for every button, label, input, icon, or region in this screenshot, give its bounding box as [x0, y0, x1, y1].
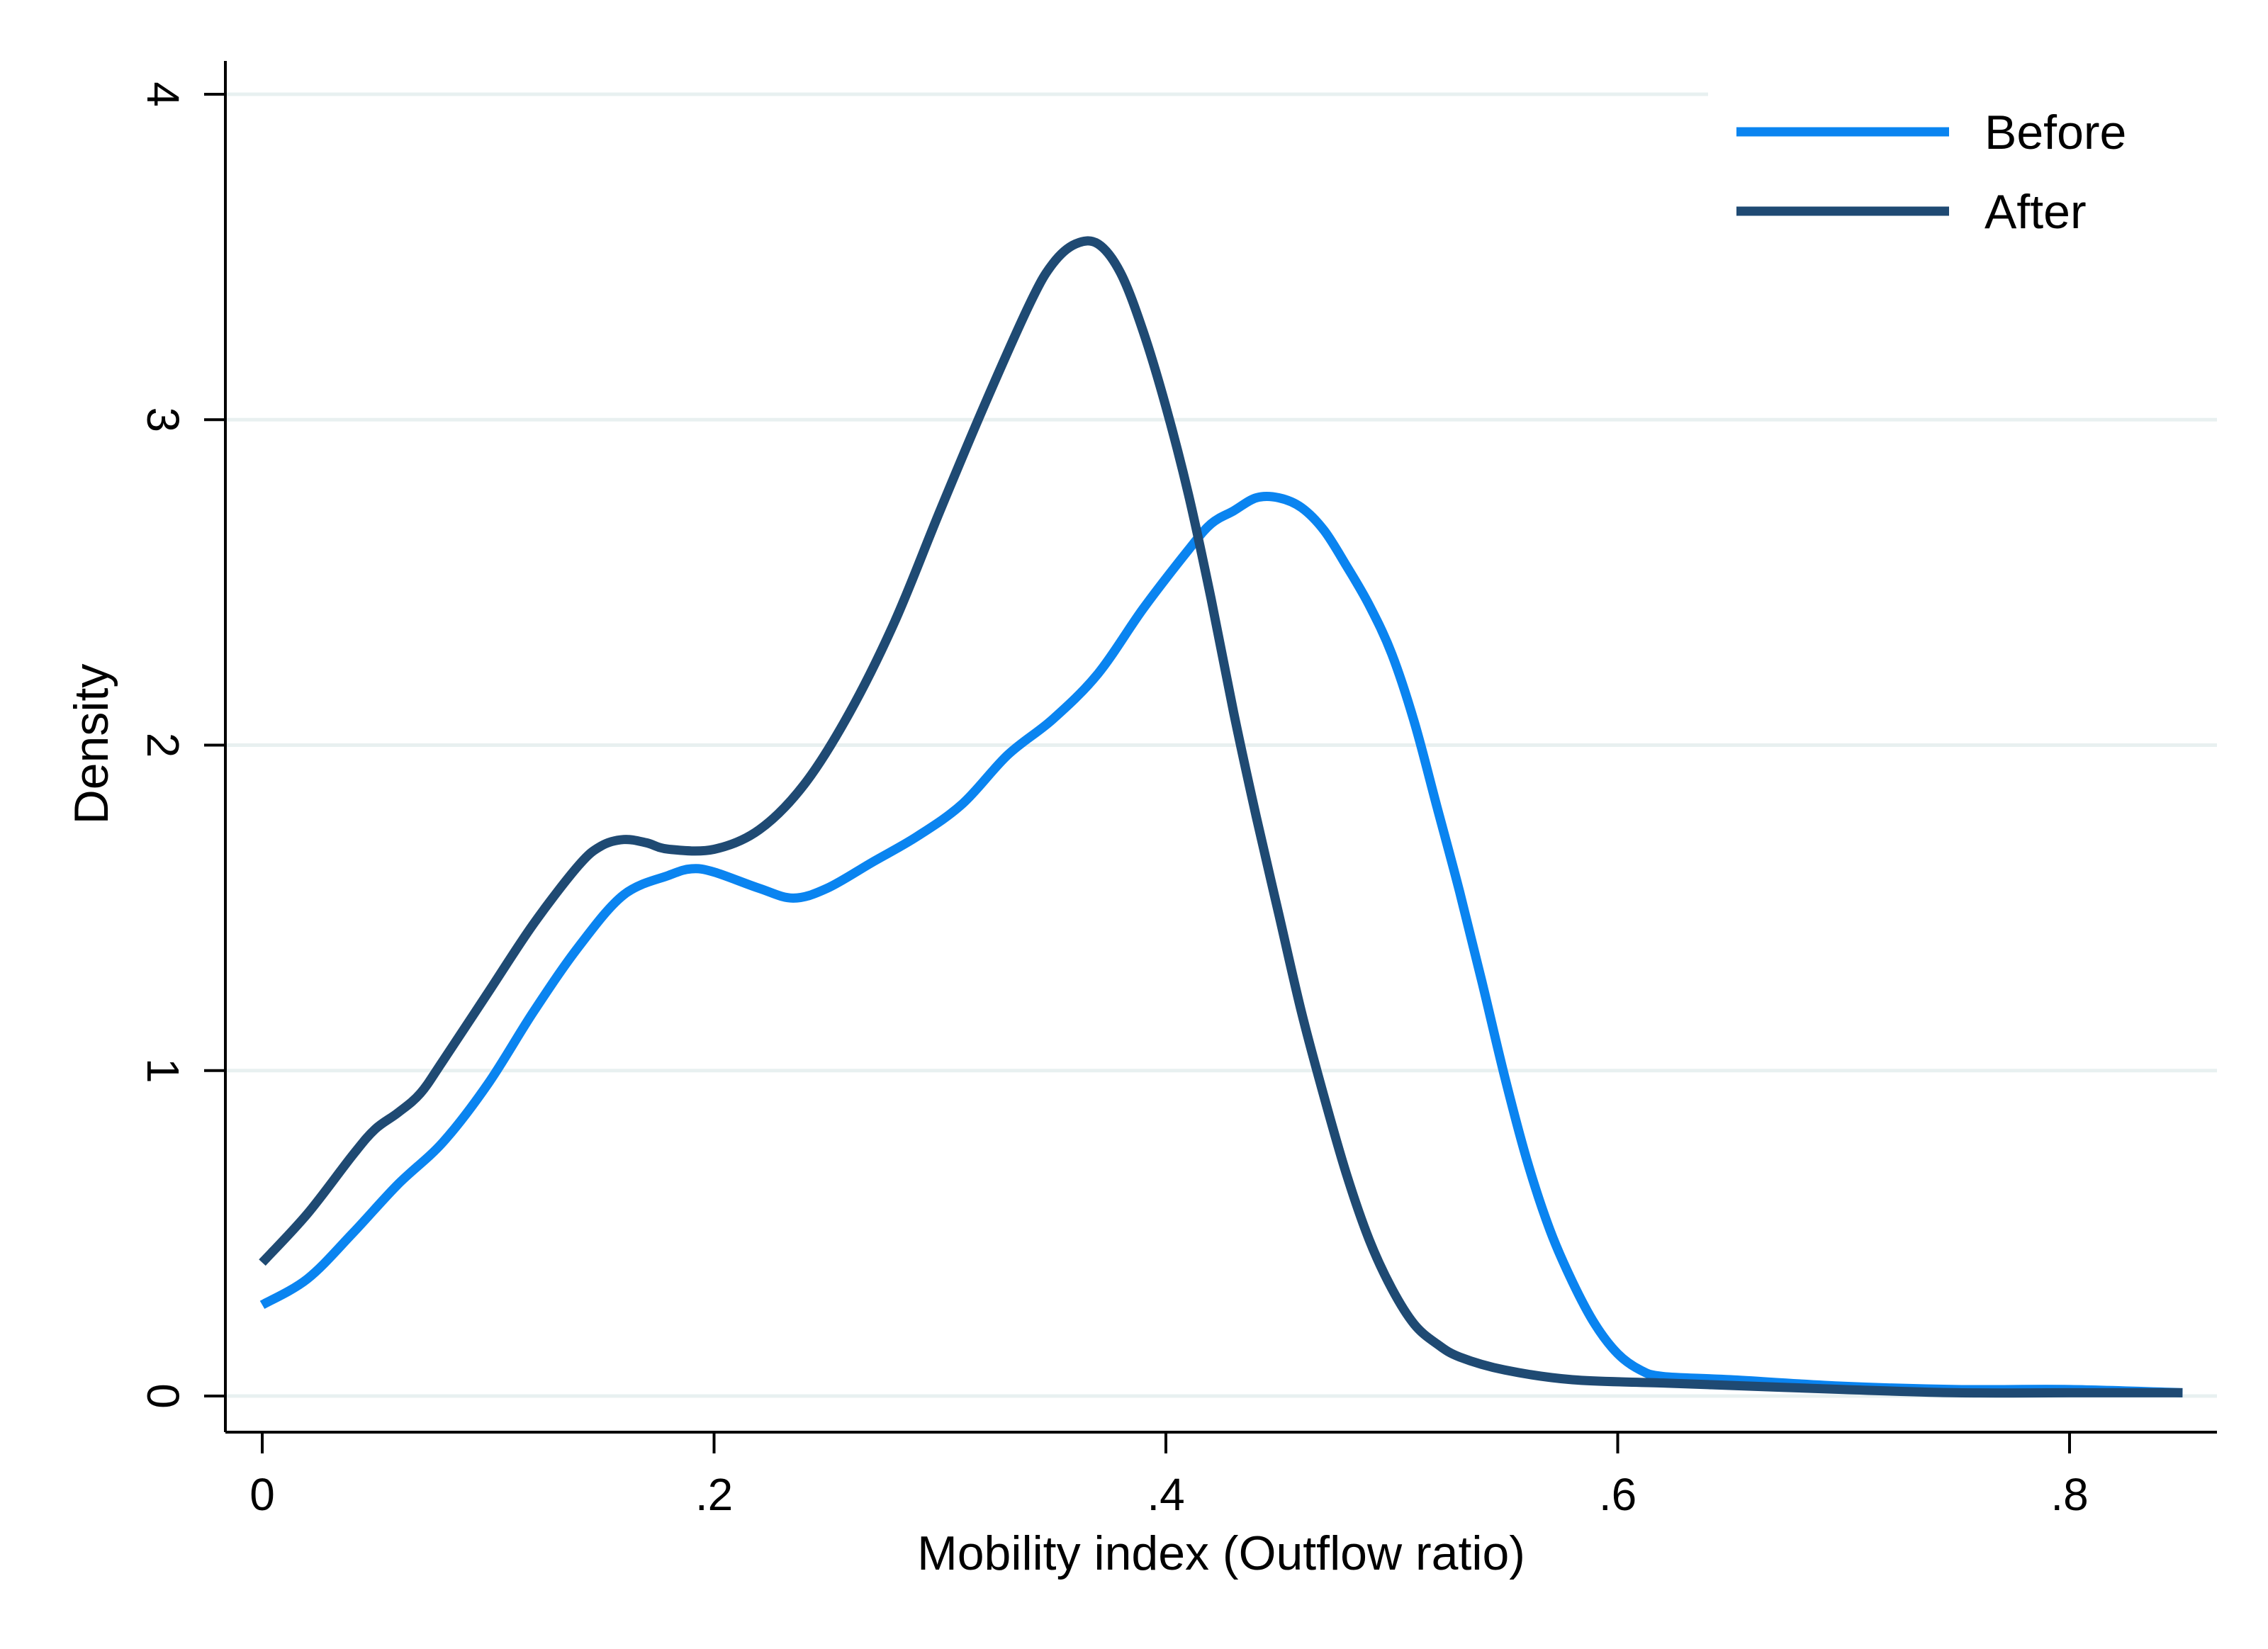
x-axis-title: Mobility index (Outflow ratio): [917, 1526, 1525, 1580]
x-tick-label-2: .4: [1147, 1469, 1184, 1520]
series-layer: [259, 236, 2183, 1398]
legend-label-after: After: [1984, 185, 2087, 239]
legend-box: [1708, 92, 2218, 255]
y-axis-title: Density: [64, 664, 118, 825]
y-tick-label-4: 4: [137, 81, 189, 107]
x-tick-label-3: .6: [1599, 1469, 1637, 1520]
y-tick-label-0: 0: [137, 1383, 189, 1409]
x-tick-label-0: 0: [249, 1469, 275, 1520]
y-tick-label-3: 3: [137, 407, 189, 432]
series-line-before: [259, 491, 2183, 1397]
y-tick-label-2: 2: [137, 733, 189, 758]
axes: 0 1 2 3 4 0 .2 .4 .6 .8: [137, 61, 2217, 1520]
legend-label-before: Before: [1984, 106, 2126, 159]
legend: Before After: [1708, 92, 2218, 255]
series-line-after: [259, 236, 2183, 1398]
x-tick-label-4: .8: [2050, 1469, 2088, 1520]
x-tick-label-1: .2: [695, 1469, 733, 1520]
gridlines: [225, 92, 2217, 1398]
y-tick-label-1: 1: [137, 1058, 189, 1084]
